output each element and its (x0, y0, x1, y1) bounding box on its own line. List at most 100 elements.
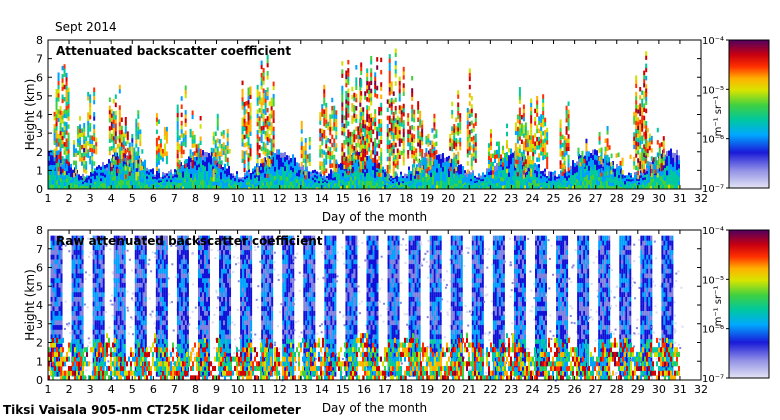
cloud-cell (394, 118, 397, 123)
cloud-cell (57, 154, 60, 159)
cloud-cell (258, 99, 261, 105)
cloud-cell (247, 95, 250, 101)
cloud-cell (83, 139, 86, 144)
cloud-cell (195, 148, 198, 153)
cloud-cell (457, 102, 460, 107)
backscatter-cell (276, 174, 278, 180)
backscatter-cell (138, 168, 140, 173)
cloud-cell (366, 142, 369, 147)
cloud-cell (390, 130, 393, 136)
cloud-cell (518, 99, 521, 104)
backscatter-cell (112, 171, 114, 177)
backscatter-cell (104, 176, 106, 181)
noise-cell (50, 320, 53, 326)
backscatter-cell (558, 175, 560, 179)
cloud-cell (546, 131, 549, 137)
backscatter-cell (198, 180, 200, 186)
noise-cell (56, 296, 59, 302)
cloud-cell (374, 72, 377, 77)
backscatter-cell (542, 170, 544, 174)
backscatter-cell (562, 174, 564, 178)
cloud-cell (55, 125, 58, 131)
backscatter-cell (146, 183, 148, 187)
cloud-cell (67, 107, 70, 113)
backscatter-cell (452, 173, 454, 179)
backscatter-cell (534, 179, 536, 183)
cloud-cell (380, 164, 383, 169)
backscatter-cell (232, 175, 234, 178)
cloud-cell (329, 155, 332, 160)
backscatter-cell (500, 172, 502, 178)
backscatter-cell (574, 175, 576, 180)
backscatter-cell (144, 181, 146, 186)
backscatter-cell (610, 185, 612, 190)
cloud-cell (351, 140, 354, 145)
backscatter-cell (338, 185, 340, 190)
backscatter-cell (314, 172, 316, 176)
backscatter-cell (550, 186, 552, 190)
cloud-cell (433, 117, 436, 123)
cloud-cell (565, 105, 568, 111)
cloud-cell (520, 139, 523, 145)
backscatter-cell (70, 173, 72, 177)
backscatter-cell (502, 177, 504, 182)
cloud-cell (528, 135, 531, 140)
cloud-cell (79, 144, 82, 150)
backscatter-cell (236, 180, 238, 183)
backscatter-cell (304, 184, 306, 188)
cloud-cell (656, 140, 659, 145)
cloud-cell (178, 164, 181, 169)
cloud-cell (528, 159, 531, 165)
cloud-cell (176, 145, 179, 151)
backscatter-cell (164, 183, 166, 186)
cloud-cell (474, 141, 477, 147)
backscatter-cell (100, 175, 102, 179)
cloud-cell (524, 167, 527, 173)
cloud-cell (355, 81, 358, 86)
backscatter-cell (100, 180, 102, 184)
cloud-cell (57, 170, 60, 176)
backscatter-cell (626, 187, 628, 190)
cloud-cell (243, 110, 246, 115)
backscatter-cell (302, 165, 304, 169)
cloud-cell (411, 149, 414, 155)
cloud-cell (453, 136, 456, 141)
backscatter-cell (274, 161, 276, 167)
cloud-cell (331, 114, 334, 119)
backscatter-cell (364, 184, 366, 190)
cloud-cell (224, 149, 227, 154)
backscatter-cell (448, 180, 450, 186)
backscatter-cell (412, 185, 414, 190)
backscatter-cell (608, 165, 610, 170)
cloud-cell (610, 169, 613, 175)
noise-cell (50, 245, 53, 251)
cloud-cell (57, 80, 60, 86)
cloud-cell (300, 145, 303, 150)
cloud-cell (226, 145, 229, 150)
cloud-cell (641, 155, 644, 161)
backscatter-cell (526, 177, 528, 183)
cloud-cell (459, 117, 462, 122)
backscatter-cell (428, 179, 430, 185)
cloud-cell (386, 115, 389, 121)
noise-cell (56, 301, 59, 307)
backscatter-cell (562, 186, 564, 190)
backscatter-cell (294, 157, 296, 163)
cloud-cell (256, 134, 259, 139)
cloud-cell (402, 132, 405, 137)
cloud-cell (319, 161, 322, 166)
backscatter-cell (526, 174, 528, 179)
backscatter-cell (144, 159, 146, 164)
backscatter-cell (308, 171, 310, 175)
cloud-cell (81, 144, 84, 150)
cloud-cell (536, 108, 539, 113)
cloud-cell (59, 126, 62, 132)
backscatter-cell (514, 169, 516, 176)
backscatter-cell (108, 170, 110, 175)
noise-cell (54, 287, 57, 293)
backscatter-cell (372, 161, 374, 167)
cloud-cell (333, 158, 336, 164)
backscatter-cell (152, 178, 154, 182)
backscatter-cell (560, 179, 562, 183)
cloud-cell (658, 159, 661, 165)
